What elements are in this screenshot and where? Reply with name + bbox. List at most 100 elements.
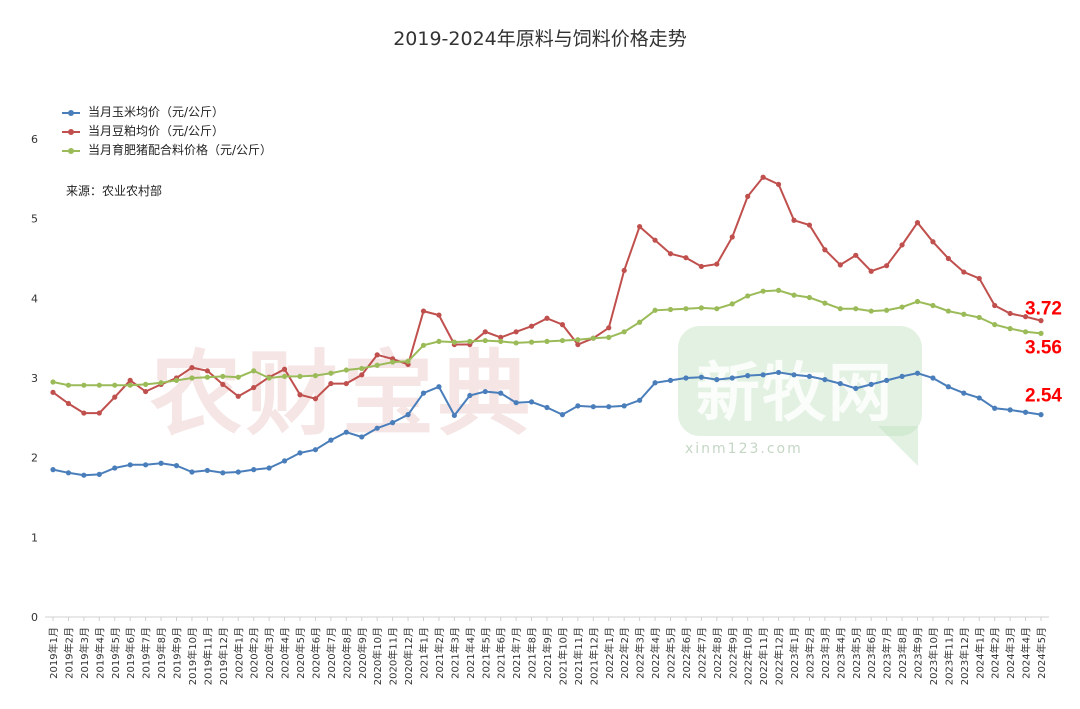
x-tick-label: 2022年2月 bbox=[618, 627, 631, 679]
x-tick-label: 2024年2月 bbox=[989, 627, 1002, 679]
data-point bbox=[575, 337, 581, 343]
x-tick-label: 2019年4月 bbox=[93, 627, 106, 679]
x-tick-label: 2019年11月 bbox=[201, 627, 214, 685]
data-point bbox=[822, 300, 828, 306]
data-point bbox=[204, 368, 210, 374]
data-point bbox=[390, 359, 396, 365]
data-point bbox=[420, 342, 427, 348]
x-tick-label: 2023年9月 bbox=[912, 627, 925, 679]
data-point bbox=[914, 370, 921, 376]
data-point bbox=[297, 450, 303, 456]
chart-title: 2019-2024年原料与饲料价格走势 bbox=[393, 28, 687, 50]
x-tick-label: 2021年6月 bbox=[495, 627, 508, 679]
x-tick-label: 2021年2月 bbox=[433, 627, 446, 679]
x-tick-label: 2023年7月 bbox=[881, 627, 894, 679]
x-tick-label: 2020年8月 bbox=[340, 627, 353, 679]
data-point bbox=[729, 301, 735, 307]
data-point bbox=[343, 429, 349, 435]
data-point bbox=[451, 339, 457, 345]
x-tick-label: 2020年1月 bbox=[232, 627, 245, 679]
data-point bbox=[467, 392, 473, 399]
data-point bbox=[1038, 330, 1044, 336]
data-point bbox=[390, 420, 396, 426]
data-point bbox=[745, 373, 751, 379]
data-point bbox=[575, 341, 581, 348]
data-point bbox=[235, 374, 241, 380]
data-point bbox=[1038, 412, 1044, 418]
end-value-label: 3.72 bbox=[1025, 299, 1062, 320]
x-tick-label: 2019年2月 bbox=[62, 627, 75, 679]
data-point bbox=[1022, 314, 1029, 320]
y-tick-label: 6 bbox=[31, 133, 38, 146]
data-point bbox=[436, 338, 442, 344]
data-point bbox=[884, 307, 890, 313]
data-point bbox=[127, 382, 133, 388]
x-tick-label: 2023年12月 bbox=[958, 627, 971, 685]
x-tick-label: 2023年6月 bbox=[865, 627, 878, 679]
data-point bbox=[189, 375, 195, 381]
data-point bbox=[745, 193, 751, 199]
legend-item-soymeal: 当月豆粕均价（元/公斤） bbox=[62, 122, 272, 141]
y-tick-label: 5 bbox=[31, 213, 38, 226]
data-point bbox=[930, 302, 936, 309]
data-point bbox=[513, 329, 519, 335]
data-point bbox=[312, 373, 319, 379]
data-point bbox=[235, 469, 241, 475]
legend-label-soymeal: 当月豆粕均价（元/公斤） bbox=[88, 124, 225, 138]
data-point bbox=[189, 365, 195, 371]
data-point bbox=[513, 400, 519, 406]
data-point bbox=[1007, 310, 1013, 317]
data-point bbox=[359, 434, 365, 440]
data-point bbox=[683, 255, 689, 261]
data-point bbox=[637, 224, 643, 230]
data-point bbox=[698, 305, 704, 311]
data-point bbox=[1022, 409, 1029, 415]
x-tick-label: 2021年8月 bbox=[526, 627, 539, 679]
data-point bbox=[359, 372, 365, 378]
data-point bbox=[606, 404, 612, 410]
data-point bbox=[204, 467, 210, 474]
data-point bbox=[312, 396, 319, 402]
x-tick-label: 2019年12月 bbox=[217, 627, 230, 685]
data-point bbox=[899, 242, 905, 248]
data-point bbox=[914, 220, 921, 226]
data-point bbox=[112, 394, 118, 400]
data-point bbox=[251, 384, 257, 391]
data-point bbox=[837, 380, 843, 387]
data-point bbox=[96, 410, 102, 416]
data-point bbox=[482, 388, 488, 395]
data-point bbox=[559, 337, 566, 344]
x-tick-label: 2023年5月 bbox=[850, 627, 863, 679]
data-point bbox=[899, 304, 905, 310]
data-point bbox=[590, 335, 596, 341]
data-point bbox=[405, 412, 411, 418]
data-point bbox=[714, 306, 720, 312]
data-point bbox=[436, 312, 442, 318]
data-point bbox=[992, 405, 998, 411]
watermark-url: xinm123.com bbox=[685, 441, 803, 457]
data-point bbox=[482, 329, 488, 335]
data-point bbox=[81, 410, 87, 416]
data-point bbox=[220, 381, 226, 387]
data-point bbox=[220, 470, 226, 476]
data-point bbox=[173, 377, 180, 383]
data-point bbox=[575, 403, 581, 409]
data-point bbox=[235, 393, 241, 399]
data-point bbox=[312, 447, 319, 453]
data-point bbox=[868, 268, 874, 274]
data-point bbox=[266, 375, 272, 381]
data-point bbox=[683, 306, 689, 312]
x-tick-label: 2021年12月 bbox=[587, 627, 600, 685]
data-point bbox=[791, 372, 797, 378]
data-point bbox=[853, 385, 859, 391]
data-point bbox=[359, 365, 365, 372]
data-point bbox=[482, 337, 488, 344]
data-point bbox=[652, 380, 658, 386]
y-tick-label: 2 bbox=[31, 452, 38, 465]
data-point bbox=[65, 382, 72, 388]
data-point bbox=[96, 471, 102, 477]
data-point bbox=[420, 390, 427, 396]
data-point bbox=[498, 390, 504, 396]
data-point bbox=[251, 467, 257, 473]
data-point bbox=[127, 377, 133, 383]
